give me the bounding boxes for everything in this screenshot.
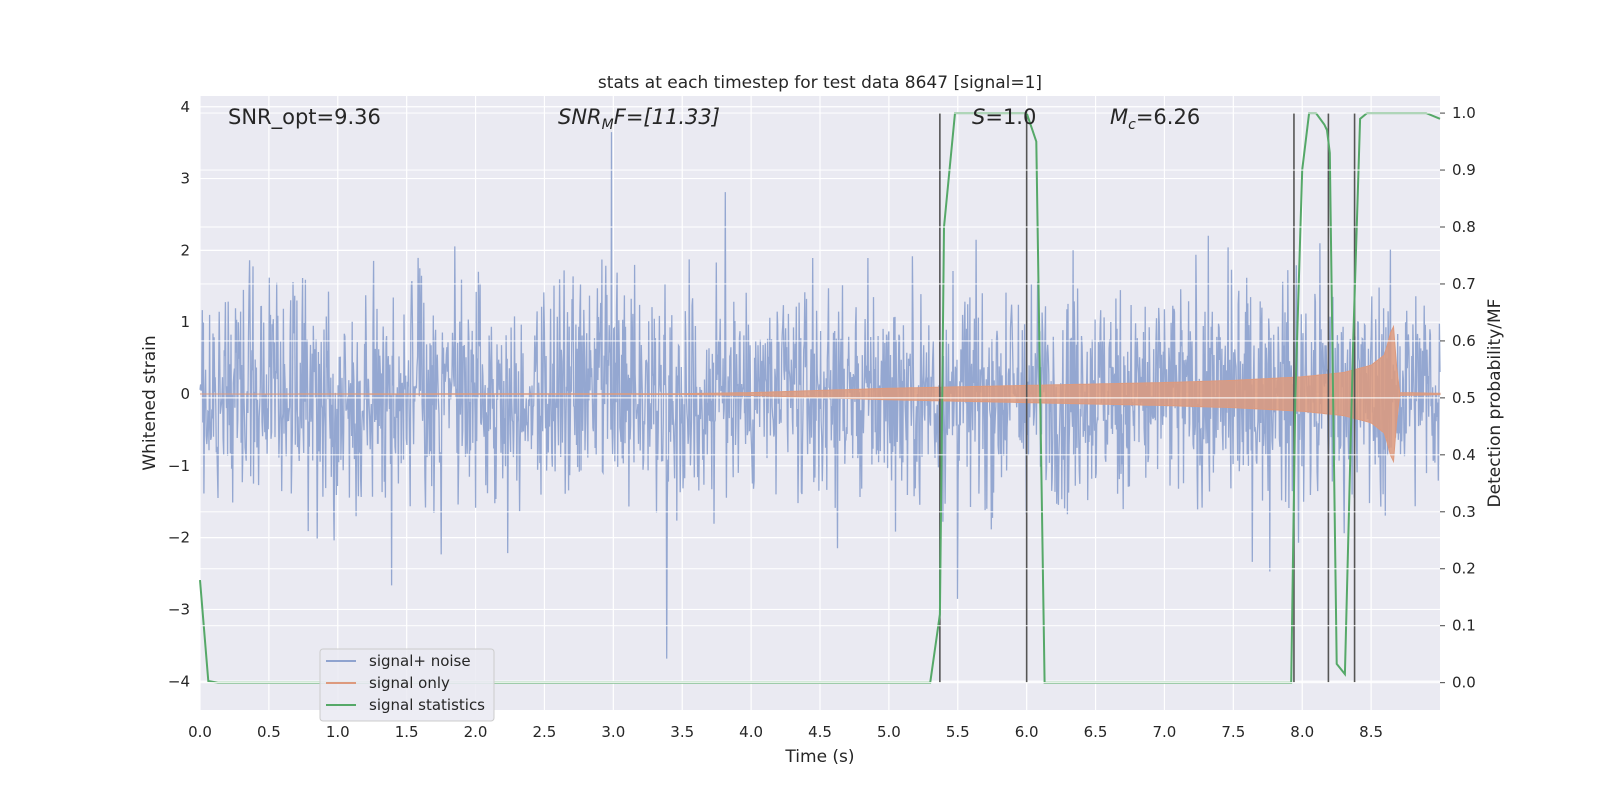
x-tick-label: 8.0	[1290, 723, 1314, 741]
y-tick-label: −3	[168, 600, 190, 618]
annotation-s: S=1.0	[972, 105, 1036, 129]
x-axis-label: Time (s)	[784, 747, 854, 767]
y-axis-label: Whitened strain	[140, 335, 160, 470]
x-tick-label: 7.0	[1153, 723, 1177, 741]
x-tick-label: 3.0	[601, 723, 625, 741]
signal-band	[200, 324, 1441, 464]
y-tick-label: −1	[168, 457, 190, 475]
y-tick-label: −4	[168, 672, 190, 690]
right-y-tick-labels: 1.0 0.9 0.8 0.7 0.6 0.5 0.4 0.3 0.2 0.1 0.0	[1440, 104, 1476, 692]
legend-box	[319, 648, 495, 722]
right-grid	[200, 112, 1440, 684]
x-tick-label: 1.5	[395, 723, 419, 741]
y-tick-label: 4	[180, 98, 190, 116]
x-tick-label: 6.0	[1015, 723, 1039, 741]
chart-title: stats at each timestep for test data 864…	[598, 73, 1042, 93]
right-y-tick-label: 0.5	[1452, 389, 1476, 407]
x-tick-label: 6.5	[1084, 723, 1108, 741]
legend: signal+ noise signal only signal statist…	[319, 648, 495, 722]
x-tick-label: 4.0	[739, 723, 763, 741]
annotation-snr-mf-rest: F=[11.33]	[614, 105, 720, 129]
signal-series	[200, 324, 1441, 464]
annotation-snr-mf-sub: M	[602, 117, 614, 133]
annotation-snr-mf: SNRMF=[11.33]	[558, 105, 720, 133]
x-tick-label: 2.5	[533, 723, 557, 741]
x-tick-labels: 0.0 0.5 1.0 1.5 2.0 2.5 3.0 3.5 4.0 4.5 5.0 5.5 6.0 6…	[188, 723, 1383, 741]
right-y-tick-label: 0.9	[1452, 161, 1476, 179]
noise-line	[199, 132, 1441, 659]
legend-label-noise: signal+ noise	[369, 652, 471, 670]
x-tick-label: 5.5	[946, 723, 970, 741]
noise-series	[199, 132, 1441, 659]
right-y-axis-label: Detection probability/MF	[1485, 299, 1505, 508]
legend-label-signal: signal only	[369, 674, 450, 692]
y-tick-label: −2	[168, 529, 190, 547]
y-tick-label: 3	[180, 170, 190, 188]
right-y-tick-label: 0.4	[1452, 446, 1476, 464]
annotation-mc-rest: =6.26	[1136, 105, 1200, 129]
annotation-snr-opt: SNR_opt=9.36	[228, 105, 381, 130]
y-tick-label: 2	[180, 241, 190, 259]
annotation-snr-mf-main: SNR	[558, 105, 602, 129]
y-tick-label: 1	[180, 313, 190, 331]
right-y-tick-label: 0.2	[1452, 560, 1476, 578]
legend-label-statistics: signal statistics	[369, 696, 485, 714]
x-tick-label: 0.0	[188, 723, 212, 741]
x-tick-label: 2.0	[464, 723, 488, 741]
right-y-tick-label: 0.8	[1452, 218, 1476, 236]
x-tick-label: 3.5	[670, 723, 694, 741]
x-tick-label: 8.5	[1359, 723, 1383, 741]
right-y-tick-label: 0.1	[1452, 617, 1476, 635]
annotation-s-main: S	[972, 105, 985, 129]
x-tick-label: 0.5	[257, 723, 281, 741]
annotation-s-rest: =1.0	[985, 105, 1036, 129]
right-y-tick-label: 0.3	[1452, 503, 1476, 521]
right-y-tick-label: 0.0	[1452, 674, 1476, 692]
annotation-mc-sub: c	[1128, 117, 1136, 133]
x-tick-label: 5.0	[877, 723, 901, 741]
right-y-tick-label: 1.0	[1452, 104, 1476, 122]
y-tick-label: 0	[180, 385, 190, 403]
x-tick-label: 7.5	[1221, 723, 1245, 741]
right-y-tick-label: 0.7	[1452, 275, 1476, 293]
annotation-mc-main: M	[1110, 105, 1128, 129]
x-tick-label: 1.0	[326, 723, 350, 741]
annotation-mc: Mc=6.26	[1110, 105, 1200, 133]
right-y-tick-label: 0.6	[1452, 332, 1476, 350]
x-tick-label: 4.5	[808, 723, 832, 741]
y-tick-labels: 4 3 2 1 0 −1 −2 −3 −4	[168, 98, 190, 691]
